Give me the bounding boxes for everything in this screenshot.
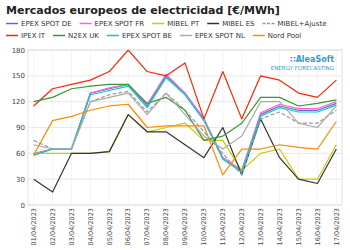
legend-label: EPEX SPOT DE xyxy=(21,20,72,28)
y-tick-label: 120 xyxy=(12,98,25,106)
x-tick-label: 02/04/2023 xyxy=(49,208,57,245)
legend-label: EPEX SPOT NL xyxy=(195,32,245,40)
series-line xyxy=(34,93,337,149)
series-line xyxy=(34,50,337,119)
y-tick-label: 90 xyxy=(16,124,25,132)
legend-swatch xyxy=(180,35,192,37)
lines xyxy=(34,50,337,192)
x-grid-line xyxy=(298,50,299,205)
x-grid-line xyxy=(90,50,91,205)
x-tick-label: 14/04/2023 xyxy=(276,208,284,245)
legend-swatch xyxy=(107,35,119,37)
x-tick-label: 12/04/2023 xyxy=(238,208,246,245)
legend-swatch xyxy=(263,23,275,25)
x-grid-line xyxy=(52,50,53,205)
x-tick-label: 15/04/2023 xyxy=(295,208,303,245)
legend-label: EPEX SPOT FR xyxy=(95,20,145,28)
grid xyxy=(28,50,342,205)
x-grid-line xyxy=(260,50,261,205)
y-tick-label: 30 xyxy=(16,176,25,184)
x-tick-label: 17/04/2023 xyxy=(333,208,341,245)
series-line xyxy=(34,91,337,175)
x-grid-line xyxy=(109,50,110,205)
x-tick-label: 13/04/2023 xyxy=(257,208,265,245)
x-tick-label: 06/04/2023 xyxy=(124,208,132,245)
legend-label: EPEX SPOT BE xyxy=(122,32,172,40)
y-tick-label: 60 xyxy=(16,150,25,158)
y-tick-label: 150 xyxy=(12,72,25,80)
x-grid-line xyxy=(185,50,186,205)
x-tick-label: 16/04/2023 xyxy=(314,208,322,245)
legend-swatch xyxy=(80,23,92,25)
legend-label: Nord Pool xyxy=(268,32,301,40)
y-tick-label: 0 xyxy=(21,202,25,210)
legend-swatch xyxy=(152,23,164,25)
series-line xyxy=(34,78,337,173)
legend-label: IPEX IT xyxy=(21,32,46,40)
x-tick-label: 05/04/2023 xyxy=(106,208,114,245)
legend-swatch xyxy=(6,23,18,25)
x-grid-line xyxy=(279,50,280,205)
x-tick-label: 03/04/2023 xyxy=(68,208,76,245)
legend-label: MIBEL+Ajuste xyxy=(278,20,327,28)
series-line xyxy=(34,104,337,175)
x-grid-line xyxy=(336,50,337,205)
legend-swatch xyxy=(253,35,265,37)
annotation: ∷AleaSoft xyxy=(290,55,334,64)
legend-label: MIBEL ES xyxy=(222,20,255,28)
x-tick-label: 11/04/2023 xyxy=(219,208,227,245)
x-tick-label: 01/04/2023 xyxy=(30,208,38,245)
legend-label: MIBEL PT xyxy=(167,20,200,28)
legend-swatch xyxy=(207,23,219,25)
x-grid-line xyxy=(128,50,129,205)
x-tick-label: 10/04/2023 xyxy=(200,208,208,245)
x-grid-line xyxy=(241,50,242,205)
legend-swatch xyxy=(53,35,65,37)
chart: Mercados europeos de electricidad [€/MWh… xyxy=(0,0,350,250)
x-tick-label: 09/04/2023 xyxy=(181,208,189,245)
x-tick-label: 04/04/2023 xyxy=(87,208,95,245)
x-grid-line xyxy=(33,50,34,205)
annotation: ENERGY FORECASTING xyxy=(271,65,334,71)
legend: EPEX SPOT DE EPEX SPOT FR MIBEL PT MIBEL ES… xyxy=(6,20,326,40)
y-tick-label: 180 xyxy=(12,47,25,55)
x-grid-line xyxy=(71,50,72,205)
legend-label: N2EX UK xyxy=(68,32,99,40)
legend-swatch xyxy=(6,35,18,37)
title: Mercados europeos de electricidad [€/MWh… xyxy=(6,4,280,17)
plot-area xyxy=(28,50,342,205)
x-tick-label: 07/04/2023 xyxy=(143,208,151,245)
series-line xyxy=(34,84,337,140)
x-tick-label: 08/04/2023 xyxy=(162,208,170,245)
